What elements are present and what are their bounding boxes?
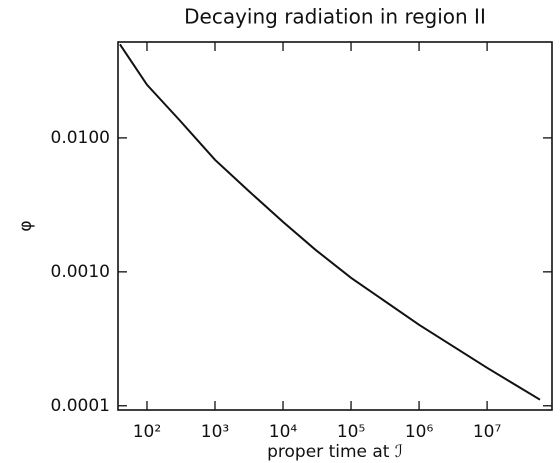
- x-tick-label: 10²: [133, 422, 161, 442]
- chart-title: Decaying radiation in region II: [184, 5, 486, 29]
- x-tick-label: 10⁴: [269, 422, 298, 442]
- x-tick-label: 10⁶: [405, 422, 434, 442]
- x-axis-label: proper time at ℐ: [267, 442, 403, 462]
- y-tick-label: 0.0100: [51, 128, 110, 148]
- y-axis-label: φ: [16, 220, 36, 231]
- x-tick-label: 10⁷: [473, 422, 502, 442]
- x-tick-label: 10⁵: [337, 422, 365, 442]
- y-tick-label: 0.0010: [51, 262, 110, 282]
- y-tick-label: 0.0001: [51, 396, 110, 416]
- x-tick-label: 10³: [201, 422, 229, 442]
- plot-frame: [117, 41, 553, 411]
- data-line: [119, 43, 541, 401]
